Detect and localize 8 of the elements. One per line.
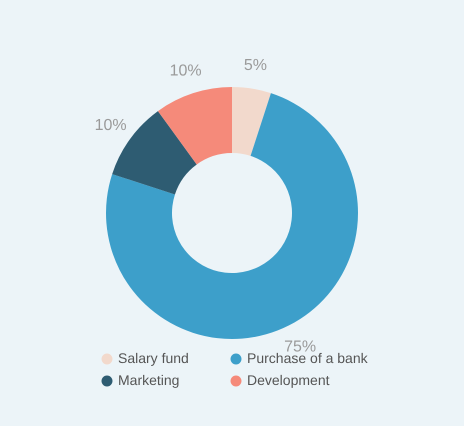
data-label: 10% bbox=[94, 116, 127, 134]
legend-label: Marketing bbox=[118, 372, 180, 388]
donut-slice bbox=[232, 87, 271, 156]
donut-slice bbox=[158, 87, 232, 164]
data-label: 5% bbox=[244, 56, 268, 74]
legend-label: Salary fund bbox=[118, 350, 189, 366]
legend-label: Development bbox=[247, 372, 330, 388]
data-label: 10% bbox=[170, 62, 202, 80]
